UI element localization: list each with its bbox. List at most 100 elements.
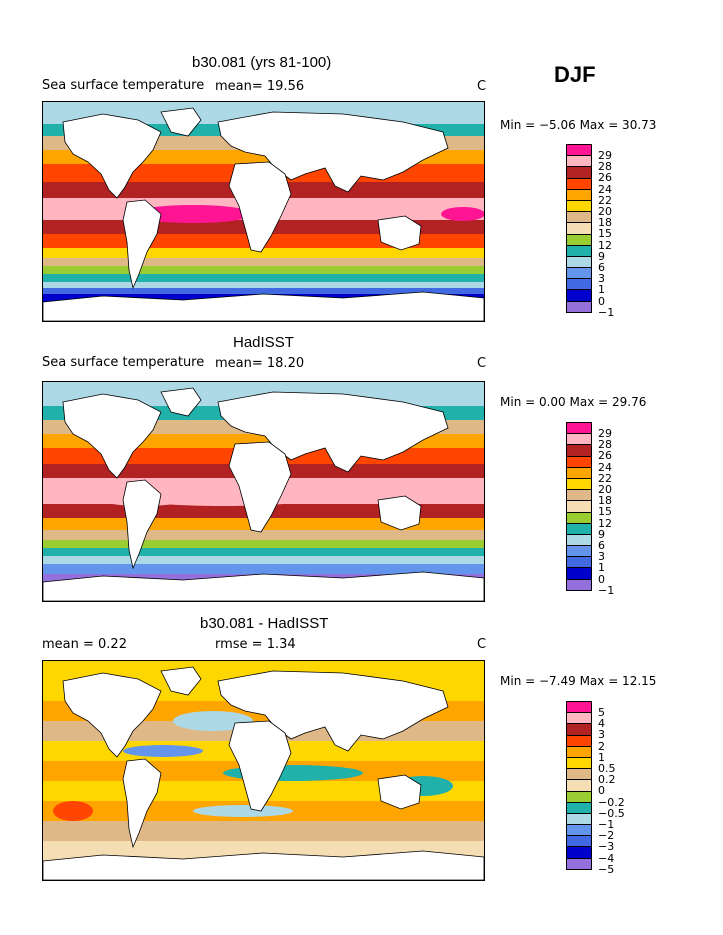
land-mass [228,161,292,253]
land-mass [160,666,202,696]
colorbar-label: 1 [598,561,605,575]
panel1-units: C [477,79,487,94]
sst-band [43,274,484,282]
sst-band [43,266,484,274]
panel3-map [42,660,485,881]
colorbar-label: 15 [598,227,612,241]
season-label: DJF [554,62,596,87]
colorbar-label: 20 [598,205,612,218]
colorbar-label: −1 [598,818,615,831]
sst-band [43,288,484,294]
land-mass [217,391,449,473]
colorbar-label: 22 [598,471,612,485]
colorbar-label: 0.5 [598,762,616,775]
land-mass [62,113,162,199]
colorbar-label: 15 [598,505,612,519]
panel3-minmax: Min = −7.49 Max = 12.15 [500,674,657,688]
land-mass [217,670,449,752]
colorbar-label: 20 [598,483,612,496]
colorbar-swatch [566,300,592,313]
panel3-units: C [477,637,487,652]
colorbar-label: 0.2 [598,773,616,787]
colorbar-label: 18 [598,216,612,230]
sst-band [43,821,484,841]
sst-band [43,540,484,548]
colorbar-label: 26 [598,449,612,463]
panel1-variable-label: Sea surface temperature [42,78,205,93]
panel3-colorbar [566,701,592,870]
colorbar-label: 24 [598,460,612,474]
panel1-mean: mean= 19.56 [215,79,305,94]
colorbar-label: 3 [598,272,605,286]
panel1-title: b30.081 (yrs 81-100) [192,54,332,71]
colorbar-label: 2 [598,739,605,753]
panel1-minmax: Min = −5.06 Max = 30.73 [500,118,657,132]
panel2-mean: mean= 18.20 [215,356,305,371]
colorbar-label: −1 [598,583,615,597]
land-mass [377,774,422,810]
sst-band [43,556,484,564]
colorbar-label: 12 [598,238,612,252]
colorbar-label: 28 [598,160,612,174]
colorbar-label: 12 [598,516,612,530]
colorbar-label: 18 [598,494,612,508]
land-mass [43,850,484,880]
sst-band [43,248,484,258]
panel2-title: HadISST [233,334,294,351]
colorbar-label: 22 [598,193,612,207]
colorbar-label: 3 [598,728,605,742]
colorbar-label: 6 [598,261,605,274]
colorbar-label: 0 [598,294,605,308]
land-mass [228,441,292,533]
colorbar-label: −3 [598,840,615,854]
colorbar-label: 3 [598,550,605,564]
colorbar-label: −0.2 [598,795,625,809]
colorbar-label: −2 [598,829,615,843]
colorbar-swatch [566,857,592,870]
colorbar-label: 4 [598,717,605,731]
sst-band [43,258,484,266]
panel1-colorbar [566,144,592,313]
colorbar-label: −1 [598,305,615,319]
land-mass [377,215,422,251]
panel2-units: C [477,356,487,371]
land-mass [122,479,162,570]
panel2-minmax: Min = 0.00 Max = 29.76 [500,395,647,409]
land-mass [43,291,484,321]
panel2-variable-label: Sea surface temperature [42,355,205,370]
colorbar-swatch [566,578,592,591]
sst-band [43,548,484,556]
sst-band [43,282,484,288]
colorbar-label: −0.5 [598,806,625,820]
colorbar-label: 0 [598,784,605,798]
colorbar-label: 24 [598,182,612,196]
colorbar-label: 9 [598,249,605,263]
sst-band [43,530,484,540]
land-mass [228,720,292,812]
colorbar-label: −5 [598,862,615,876]
panel2-map [42,381,485,602]
colorbar-label: 29 [598,427,612,440]
land-mass [160,387,202,417]
sst-band [43,564,484,574]
colorbar-label: 29 [598,149,612,162]
land-mass [377,495,422,531]
land-mass [217,111,449,193]
land-mass [43,571,484,601]
panel2-colorbar [566,422,592,591]
colorbar-label: 6 [598,539,605,552]
colorbar-label: 26 [598,171,612,185]
colorbar-label: 0 [598,572,605,586]
land-mass [122,758,162,849]
panel3-mean: mean = 0.22 [42,637,127,652]
land-mass [160,107,202,137]
land-mass [122,199,162,290]
panel3-title: b30.081 - HadISST [200,615,329,632]
land-mass [62,672,162,758]
colorbar-label: 1 [598,283,605,297]
colorbar-label: 9 [598,527,605,541]
panel3-rmse: rmse = 1.34 [215,637,296,652]
colorbar-label: 5 [598,706,605,719]
colorbar-label: −4 [598,851,615,865]
colorbar-label: 1 [598,750,605,764]
